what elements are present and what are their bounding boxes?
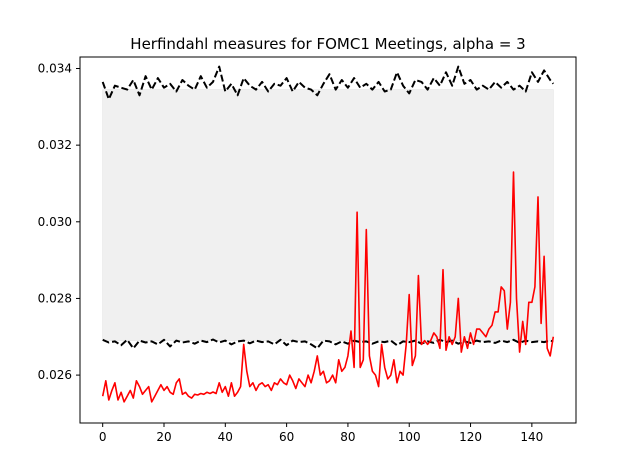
- upper-bound-dashed-line: [101, 65, 555, 101]
- x-tick-label: 60: [279, 430, 294, 444]
- y-tick-label: 0.034: [38, 61, 72, 75]
- y-axis-ticks: 0.026 0.028 0.030 0.032 0.034: [38, 61, 80, 382]
- shaded-band-layer: [102, 89, 554, 341]
- y-tick-label: 0.032: [38, 138, 72, 152]
- plot-frame: [79, 56, 577, 424]
- x-tick-label: 80: [340, 430, 355, 444]
- chart-title: Herfindahl measures for FOMC1 Meetings, …: [130, 35, 525, 53]
- herfindahl-red-line: [101, 171, 555, 403]
- x-tick-label: 40: [218, 430, 233, 444]
- y-tick-label: 0.026: [38, 368, 72, 382]
- x-tick-label: 140: [520, 430, 543, 444]
- x-tick-label: 20: [156, 430, 171, 444]
- x-tick-label: 120: [459, 430, 482, 444]
- x-axis-ticks: 0 20 40 60 80 100 120 140: [99, 423, 543, 444]
- x-tick-label: 0: [99, 430, 107, 444]
- y-tick-label: 0.030: [38, 215, 72, 229]
- lower-bound-dashed-line: [102, 338, 554, 350]
- y-tick-label: 0.028: [38, 291, 72, 305]
- shaded-range-band: [102, 89, 554, 341]
- series-layer: [101, 65, 555, 403]
- x-tick-label: 100: [398, 430, 421, 444]
